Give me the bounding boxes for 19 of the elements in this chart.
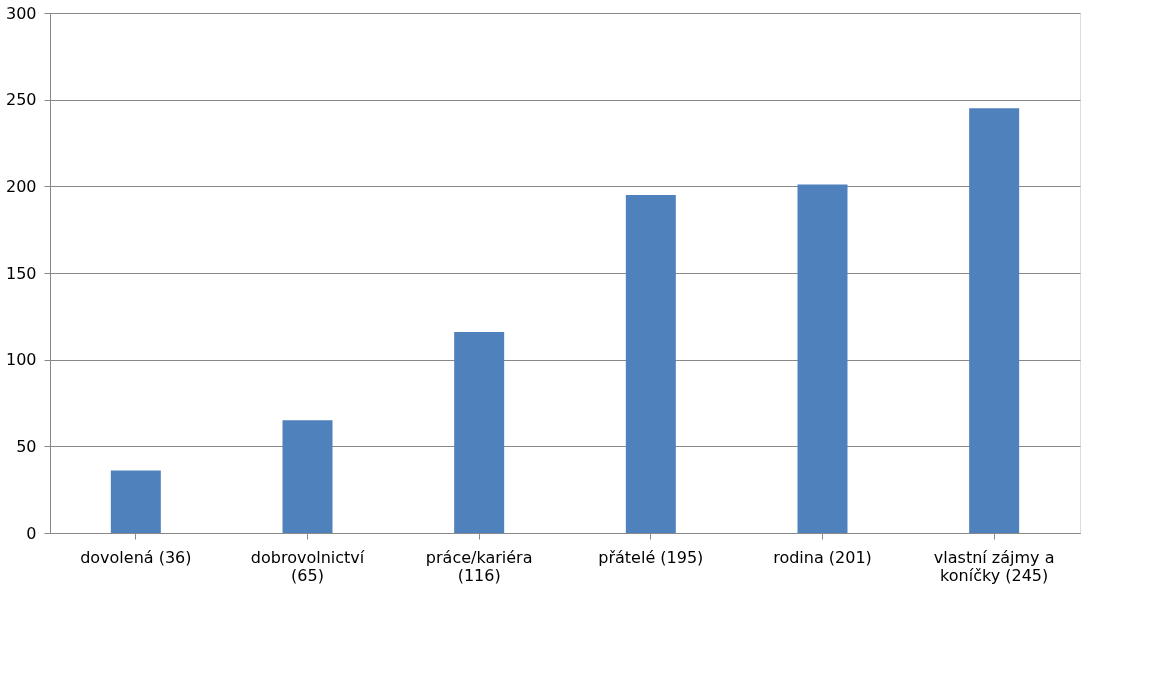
x-tick-label: přátelé (195) [598,547,704,567]
x-tick-label: dobrovolnictví (65) [250,547,365,585]
y-tick-label: 300 [5,3,37,23]
y-tick-label: 100 [5,350,37,370]
x-tick-label: vlastní zájmy a koníčky (245) [933,547,1055,585]
y-tick-label: 250 [5,90,37,110]
bar [969,108,1020,533]
y-tick-label: 50 [16,436,37,456]
x-tick-label: rodina (201) [773,547,872,567]
bar [454,331,505,533]
bar [282,420,333,533]
y-tick-label: 150 [5,263,37,283]
x-tick-label: dovolená (36) [80,547,192,567]
bar [625,195,676,533]
bar [797,184,848,533]
bar [110,470,161,533]
y-tick-label: 0 [26,523,37,543]
y-tick-label: 200 [5,176,37,196]
x-tick-label: práce/kariéra (116) [425,547,533,585]
